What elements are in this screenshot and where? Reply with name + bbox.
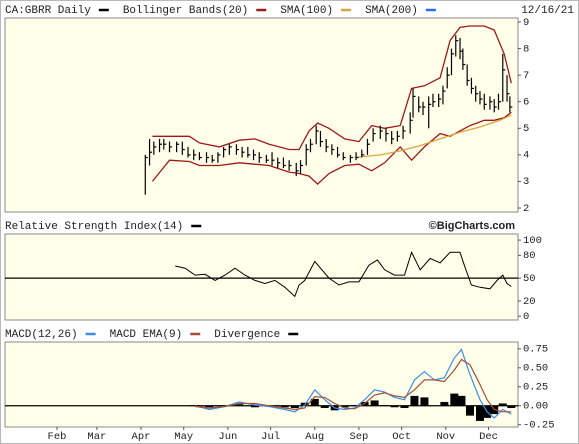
- y-tick-label: 0.50: [523, 363, 548, 375]
- legend-entry: Divergence: [214, 329, 280, 341]
- legend-entry: SMA(200): [365, 5, 418, 17]
- divergence-bar: [400, 405, 409, 409]
- x-tick-label: May: [174, 431, 193, 443]
- divergence-bar: [466, 405, 475, 416]
- x-tick-label: Oct: [392, 431, 411, 443]
- band-lower: [151, 111, 512, 185]
- legend-entry: MACD(12,26): [5, 329, 78, 341]
- divergence-bar: [290, 405, 299, 409]
- divergence-bar: [320, 405, 329, 409]
- divergence-bar: [410, 395, 419, 406]
- y-tick-label: 3: [523, 176, 529, 188]
- band-upper: [152, 25, 512, 151]
- y-tick-label: 7: [523, 70, 529, 82]
- x-tick-label: Apr: [132, 431, 151, 443]
- moving-average: [354, 114, 512, 159]
- y-tick-label: -0.25: [523, 420, 555, 432]
- x-tick-label: Nov: [436, 431, 455, 443]
- y-tick-label: 9: [523, 17, 529, 29]
- divergence-bar: [340, 405, 349, 408]
- divergence-bar: [370, 400, 379, 406]
- plot-area: [4, 233, 519, 321]
- divergence-bar: [475, 405, 484, 421]
- divergence-bar: [235, 404, 244, 406]
- divergence-bar: [507, 405, 516, 409]
- legend-entry: Bollinger Bands(20): [123, 5, 248, 17]
- divergence-bar: [498, 403, 507, 406]
- x-tick-label: Aug: [305, 431, 324, 443]
- y-tick-label: 0.75: [523, 344, 548, 356]
- y-tick-label: 50: [523, 273, 536, 285]
- divergence-bar: [205, 405, 214, 408]
- divergence-bar: [390, 405, 399, 408]
- y-tick-label: 6: [523, 96, 529, 108]
- divergence-bar: [191, 404, 200, 406]
- divergence-bar: [457, 395, 466, 406]
- x-tick-label: Dec: [479, 431, 498, 443]
- plot-area: [4, 341, 519, 428]
- y-tick-label: 0.00: [523, 401, 548, 413]
- y-tick-label: 2: [523, 203, 529, 215]
- indicator-line: [175, 250, 512, 298]
- legend-entry: SMA(100): [280, 5, 333, 17]
- divergence-bar: [250, 405, 259, 408]
- divergence-bar: [310, 398, 319, 406]
- divergence-bar: [280, 405, 289, 408]
- x-tick-label: Jun: [218, 431, 237, 443]
- divergence-bar: [420, 397, 429, 406]
- x-tick-label: Sep: [349, 431, 368, 443]
- legend-entry: MACD EMA(9): [110, 329, 183, 341]
- x-tick-label: Mar: [87, 431, 106, 443]
- date-label: 12/16/21: [521, 5, 574, 17]
- y-tick-label: 5: [523, 123, 529, 135]
- y-tick-label: 20: [523, 296, 536, 308]
- y-tick-label: 0: [523, 311, 529, 323]
- legend-title: CA:GBRR Daily: [5, 5, 91, 17]
- x-tick-label: Jul: [261, 431, 280, 443]
- y-tick-label: 80: [523, 250, 536, 262]
- y-tick-label: 100: [523, 235, 542, 247]
- divergence-bar: [440, 401, 449, 406]
- y-tick-label: 4: [523, 150, 529, 162]
- legend-title: Relative Strength Index(14): [5, 221, 183, 233]
- macd-line: [195, 358, 512, 413]
- credit: ©BigCharts.com: [429, 220, 516, 232]
- divergence-bar: [380, 404, 389, 406]
- y-tick-label: 8: [523, 43, 529, 55]
- x-tick-label: Feb: [48, 431, 67, 443]
- divergence-bar: [450, 393, 459, 406]
- divergence-bar: [350, 404, 359, 406]
- plot-area: [4, 17, 519, 213]
- macd-line: [194, 348, 512, 419]
- y-tick-label: 0.25: [523, 382, 548, 394]
